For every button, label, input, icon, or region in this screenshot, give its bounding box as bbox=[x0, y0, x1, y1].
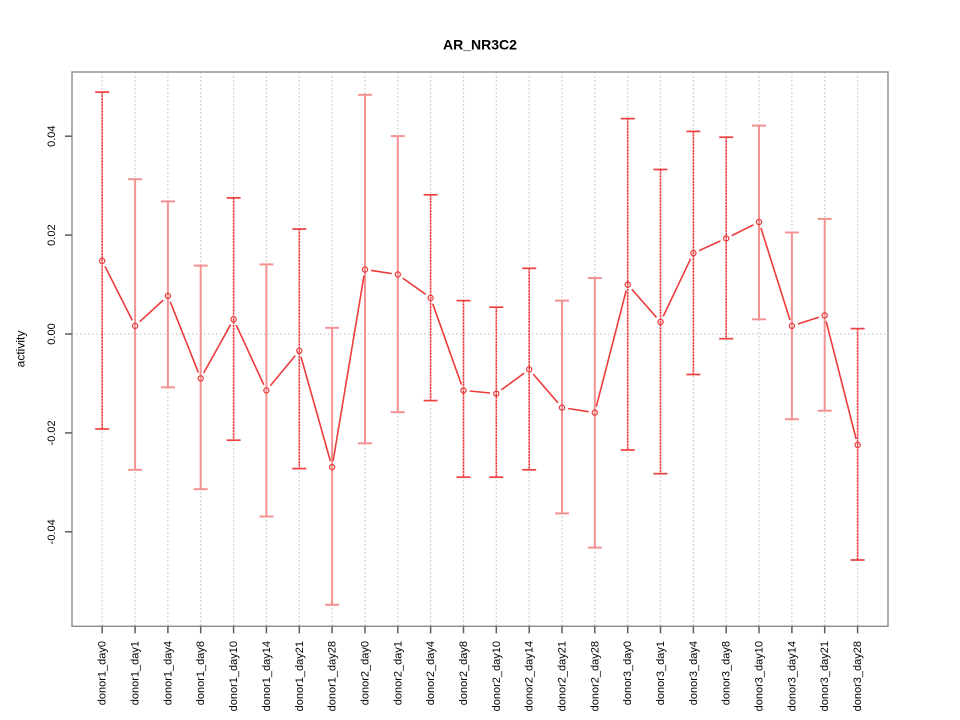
svg-text:donor1_day14: donor1_day14 bbox=[261, 641, 273, 711]
svg-text:donor2_day21: donor2_day21 bbox=[557, 641, 569, 711]
svg-text:donor2_day8: donor2_day8 bbox=[458, 641, 470, 705]
svg-text:donor1_day4: donor1_day4 bbox=[162, 641, 174, 705]
svg-text:donor3_day1: donor3_day1 bbox=[655, 641, 667, 705]
svg-text:-0.02: -0.02 bbox=[46, 420, 58, 445]
svg-text:donor2_day1: donor2_day1 bbox=[392, 641, 404, 705]
svg-text:donor3_day14: donor3_day14 bbox=[786, 641, 798, 711]
svg-text:-0.04: -0.04 bbox=[46, 519, 58, 544]
svg-text:donor2_day4: donor2_day4 bbox=[425, 641, 437, 705]
svg-text:donor3_day0: donor3_day0 bbox=[622, 641, 634, 705]
svg-text:donor2_day28: donor2_day28 bbox=[589, 641, 601, 711]
svg-text:donor3_day10: donor3_day10 bbox=[754, 641, 766, 711]
svg-text:0.04: 0.04 bbox=[46, 125, 58, 146]
svg-text:donor2_day14: donor2_day14 bbox=[524, 641, 536, 711]
svg-text:donor3_day4: donor3_day4 bbox=[688, 641, 700, 705]
svg-text:0.00: 0.00 bbox=[46, 323, 58, 344]
svg-text:0.02: 0.02 bbox=[46, 224, 58, 245]
svg-text:AR_NR3C2: AR_NR3C2 bbox=[443, 36, 517, 52]
svg-text:donor2_day10: donor2_day10 bbox=[491, 641, 503, 711]
svg-text:donor3_day28: donor3_day28 bbox=[852, 641, 864, 711]
svg-text:donor1_day0: donor1_day0 bbox=[97, 641, 109, 705]
svg-text:donor1_day10: donor1_day10 bbox=[228, 641, 240, 711]
svg-text:donor2_day0: donor2_day0 bbox=[360, 641, 372, 705]
svg-text:donor1_day21: donor1_day21 bbox=[294, 641, 306, 711]
svg-text:donor1_day8: donor1_day8 bbox=[195, 641, 207, 705]
svg-text:donor1_day28: donor1_day28 bbox=[327, 641, 339, 711]
svg-text:donor3_day21: donor3_day21 bbox=[819, 641, 831, 711]
svg-text:activity: activity bbox=[14, 331, 28, 368]
svg-text:donor1_day1: donor1_day1 bbox=[130, 641, 142, 705]
svg-text:donor3_day8: donor3_day8 bbox=[721, 641, 733, 705]
